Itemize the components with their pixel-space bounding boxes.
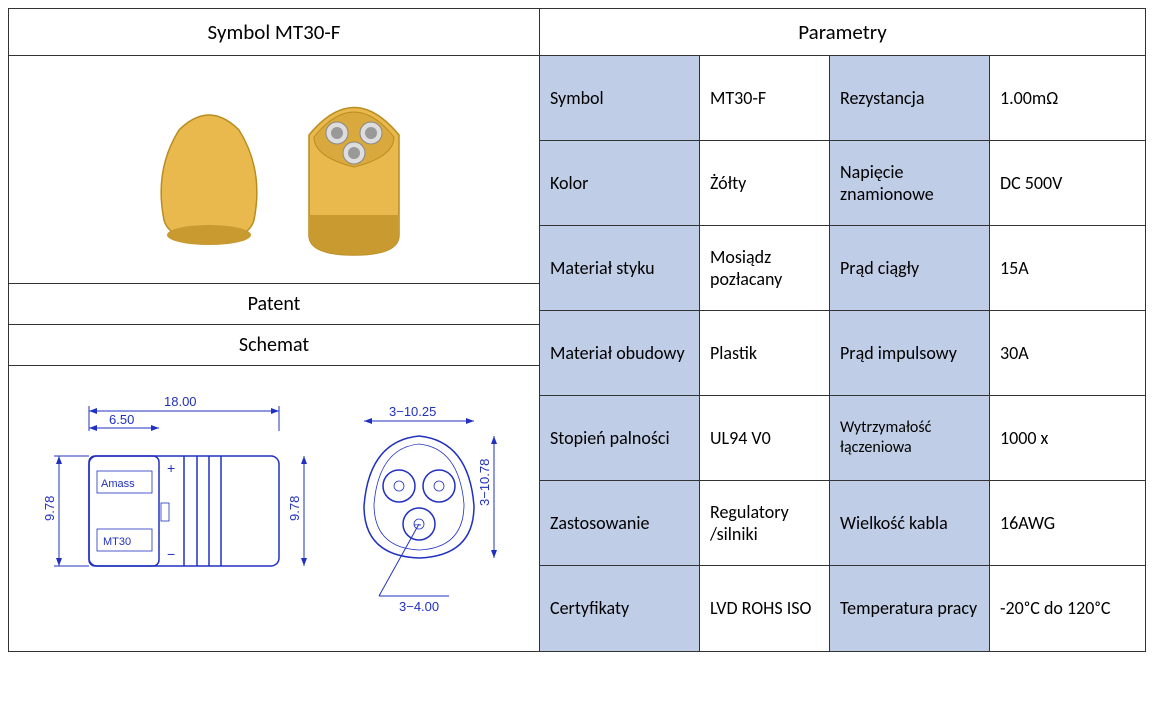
dim-total-len: 18.00	[164, 394, 197, 409]
param-value: MT30-F	[700, 56, 830, 141]
param-label: Stopień palności	[540, 396, 700, 481]
param-label: Symbol	[540, 56, 700, 141]
dim-pin: 3−4.00	[399, 599, 439, 614]
params-title: Parametry	[540, 9, 1145, 56]
param-value: Mosiądz pozłacany	[700, 226, 830, 311]
param-value: 1000 x	[990, 396, 1145, 481]
param-label: Certyfikaty	[540, 566, 700, 651]
symbol-title: Symbol MT30-F	[9, 9, 539, 56]
param-label: Rezystancja	[830, 56, 990, 141]
svg-text:Amass: Amass	[101, 478, 135, 490]
svg-text:MT30: MT30	[103, 536, 131, 548]
schematic-diagram: Amass MT30 + − 18.00	[9, 366, 539, 651]
svg-text:⎓: ⎓	[414, 520, 421, 530]
dim-tri-w: 3−10.25	[389, 404, 436, 419]
connector-illustration	[94, 70, 454, 270]
dim-h-mid: 9.78	[287, 496, 302, 521]
param-label: Prąd ciągły	[830, 226, 990, 311]
dim-tri-h: 3−10.78	[477, 459, 492, 506]
left-column: Symbol MT30-F	[9, 9, 539, 651]
right-column: Parametry SymbolMT30-FRezystancja1.00mΩ K…	[539, 9, 1145, 651]
dim-front-len: 6.50	[109, 412, 134, 427]
param-label: Kolor	[540, 141, 700, 226]
params-table: SymbolMT30-FRezystancja1.00mΩ KolorŻółtyN…	[540, 56, 1145, 651]
param-label: Napięcie znamionowe	[830, 141, 990, 226]
datasheet: Symbol MT30-F	[8, 8, 1146, 652]
param-label: Wielkość kabla	[830, 481, 990, 566]
product-image	[9, 56, 539, 284]
param-label: Wytrzymałość łączeniowa	[830, 396, 990, 481]
param-label: Materiał styku	[540, 226, 700, 311]
param-label: Zastosowanie	[540, 481, 700, 566]
param-value: Regulatory /silniki	[700, 481, 830, 566]
param-label: Temperatura pracy	[830, 566, 990, 651]
param-value: 1.00mΩ	[990, 56, 1145, 141]
param-value: 30A	[990, 311, 1145, 396]
param-value: 16AWG	[990, 481, 1145, 566]
param-value: LVD ROHS ISO	[700, 566, 830, 651]
param-value: 15A	[990, 226, 1145, 311]
param-value: Żółty	[700, 141, 830, 226]
param-value: Plastik	[700, 311, 830, 396]
dim-h-left: 9.78	[42, 496, 57, 521]
param-label: Materiał obudowy	[540, 311, 700, 396]
schematic-header: Schemat	[9, 325, 539, 366]
param-value: UL94 V0	[700, 396, 830, 481]
svg-text:+: +	[167, 460, 175, 476]
svg-text:−: −	[167, 546, 175, 562]
param-value: DC 500V	[990, 141, 1145, 226]
patent-header: Patent	[9, 284, 539, 325]
param-value: -20ᵒC do 120ᵒC	[990, 566, 1145, 651]
param-label: Prąd impulsowy	[830, 311, 990, 396]
